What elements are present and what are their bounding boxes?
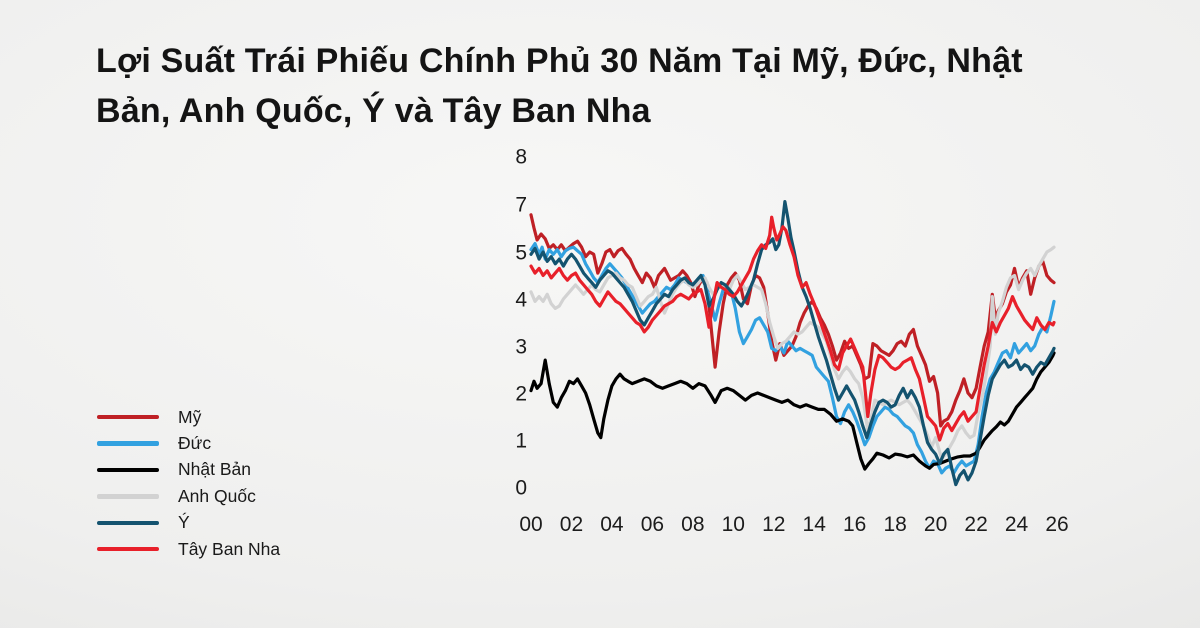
x-axis-labels: 00 02 04 06 08 10 12 14 16 18 20 22 24 26: [519, 513, 1068, 536]
legend-label: Mỹ: [178, 406, 202, 427]
legend-swatch-line-icon: [97, 546, 159, 552]
y-tick-label: 5: [515, 242, 527, 265]
x-tick-label: 10: [722, 513, 745, 536]
x-tick-label: 00: [519, 513, 542, 536]
legend-swatch-line-icon: [97, 467, 159, 473]
series-line-Tây Ban Nha: [529, 215, 1056, 442]
x-tick-label: 16: [843, 513, 866, 536]
legend-swatch-line-icon: [97, 441, 159, 446]
legend-item: Ý: [97, 510, 280, 536]
x-tick-label: 04: [600, 513, 624, 536]
legend-item: Tây Ban Nha: [97, 536, 280, 562]
series-line-Mỹ: [529, 213, 1056, 428]
series-line-Nhật Bản: [529, 351, 1056, 471]
y-tick-label: 2: [515, 383, 527, 406]
legend-label: Anh Quốc: [178, 485, 256, 506]
x-tick-label: 06: [641, 513, 664, 536]
page-title-line2: Bản, Anh Quốc, Ý và Tây Ban Nha: [96, 92, 651, 130]
series-line-Đức: [529, 242, 1056, 475]
x-tick-label: 22: [964, 513, 987, 536]
y-tick-label: 7: [515, 194, 527, 217]
series-lines: [529, 200, 1056, 487]
page-title: Lợi Suất Trái Phiếu Chính Phủ 30 Năm Tại…: [96, 36, 1156, 136]
x-tick-label: 26: [1045, 513, 1068, 536]
x-tick-label: 02: [560, 513, 583, 536]
y-tick-label: 4: [515, 289, 527, 312]
legend-swatch-line-icon: [97, 414, 159, 420]
y-tick-label: 0: [515, 477, 527, 500]
x-tick-label: 12: [762, 513, 785, 536]
legend-label: Ý: [178, 512, 190, 533]
x-tick-label: 24: [1005, 513, 1029, 536]
x-tick-label: 20: [924, 513, 947, 536]
series-line-Ý: [529, 200, 1056, 487]
y-tick-label: 1: [515, 430, 527, 453]
page-title-line1: Lợi Suất Trái Phiếu Chính Phủ 30 Năm Tại…: [96, 42, 1023, 80]
legend: Mỹ Đức Nhật Bản Anh Quốc Ý Tây Ban Nha: [97, 404, 280, 562]
legend-swatch-line-icon: [97, 494, 159, 499]
legend-item: Nhật Bản: [97, 457, 280, 483]
legend-label: Tây Ban Nha: [178, 538, 281, 559]
y-tick-label: 8: [515, 146, 527, 169]
legend-item: Mỹ: [97, 404, 280, 430]
legend-label: Đức: [178, 433, 212, 454]
x-tick-label: 14: [803, 513, 827, 536]
x-tick-label: 08: [681, 513, 704, 536]
legend-swatch-line-icon: [97, 520, 159, 525]
legend-item: Anh Quốc: [97, 483, 280, 509]
y-axis-labels: 8 7 5 4 3 2 1 0: [515, 146, 527, 500]
legend-label: Nhật Bản: [178, 459, 251, 480]
legend-item: Đức: [97, 430, 280, 456]
x-tick-label: 18: [883, 513, 906, 536]
y-tick-label: 3: [515, 336, 527, 359]
series-line-Anh Quốc: [529, 245, 1056, 461]
